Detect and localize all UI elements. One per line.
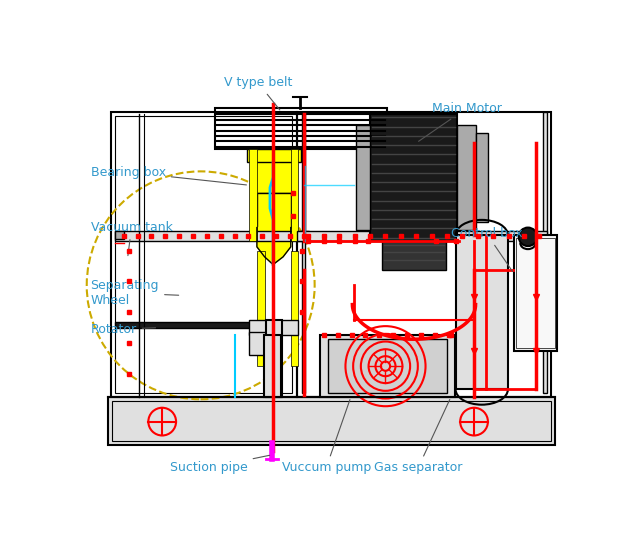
Bar <box>249 332 269 355</box>
Bar <box>382 242 447 270</box>
Bar <box>110 112 297 397</box>
Bar <box>291 149 299 242</box>
Bar <box>297 231 547 242</box>
Text: Vuccum pump: Vuccum pump <box>281 400 371 474</box>
Bar <box>247 149 300 162</box>
Bar <box>544 112 547 393</box>
Bar <box>115 116 292 393</box>
Bar <box>457 125 477 230</box>
Text: Suction pipe: Suction pipe <box>170 455 270 474</box>
Text: Control box: Control box <box>451 227 523 272</box>
Bar <box>514 236 557 351</box>
Text: V type belt: V type belt <box>224 76 292 110</box>
Text: Gas separator: Gas separator <box>374 400 463 474</box>
Bar <box>115 232 124 239</box>
Bar <box>115 231 309 242</box>
Bar <box>115 322 296 328</box>
Bar <box>320 335 455 397</box>
Bar <box>257 193 291 228</box>
Bar <box>328 339 447 393</box>
Bar <box>516 238 555 349</box>
Bar <box>291 251 299 366</box>
Bar <box>112 401 551 441</box>
Bar <box>264 335 281 397</box>
Text: Bearing box: Bearing box <box>91 166 246 185</box>
Bar <box>249 320 299 335</box>
Bar <box>356 125 370 230</box>
Bar <box>456 236 508 389</box>
Polygon shape <box>257 228 291 265</box>
Text: Vacuum tank: Vacuum tank <box>91 221 172 256</box>
Circle shape <box>519 228 537 246</box>
Bar <box>297 112 551 397</box>
Bar <box>249 149 257 242</box>
Text: Separating
Wheel: Separating Wheel <box>91 279 179 307</box>
Bar <box>302 112 306 393</box>
Bar <box>266 320 281 397</box>
Bar <box>477 133 488 222</box>
Bar <box>370 114 457 242</box>
Bar <box>214 108 387 149</box>
Bar <box>214 108 387 149</box>
Bar <box>255 149 293 193</box>
Bar <box>257 251 265 366</box>
Text: Main Motor: Main Motor <box>419 102 501 141</box>
Bar <box>108 397 555 445</box>
Text: Rotator: Rotator <box>91 323 156 336</box>
